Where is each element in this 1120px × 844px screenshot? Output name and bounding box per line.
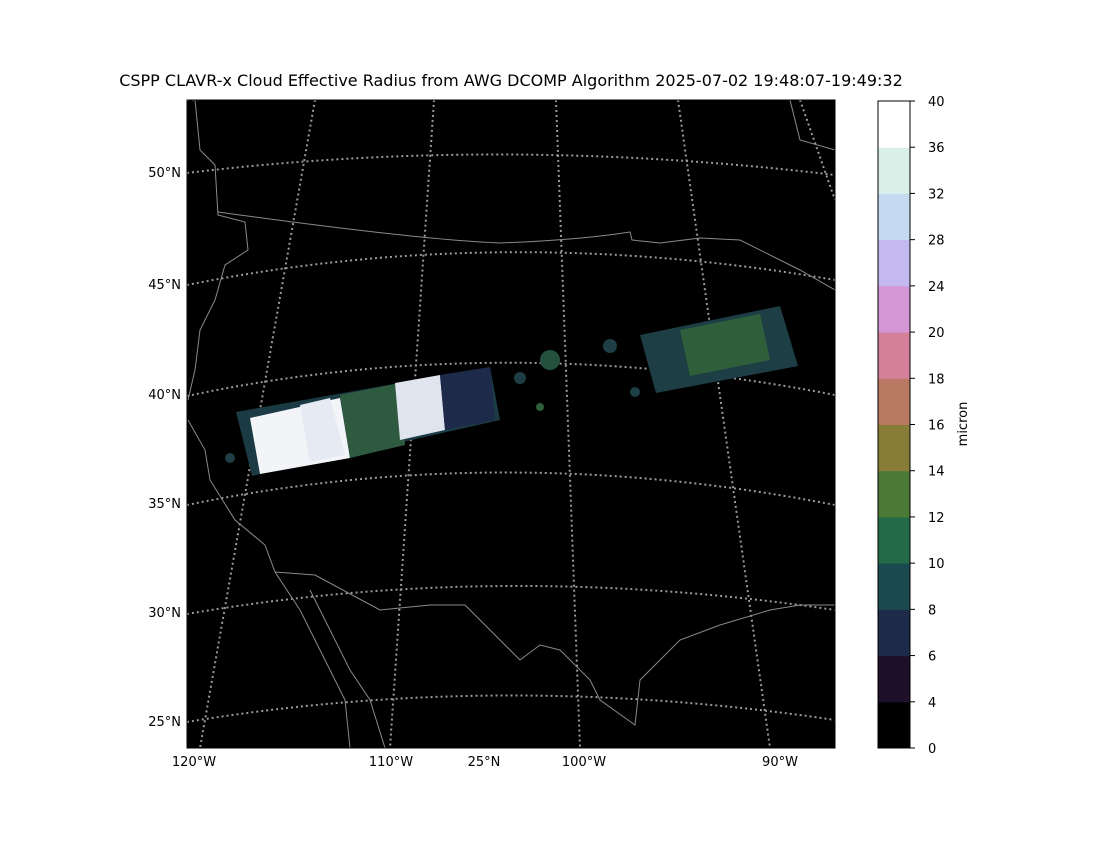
colorbar-tick-label: 8	[928, 603, 936, 618]
colorbar-segment	[878, 609, 910, 657]
colorbar-tick-label: 36	[928, 141, 945, 156]
colorbar-segment	[878, 655, 910, 703]
colorbar-segment	[878, 424, 910, 472]
lat-label: 40°N	[148, 388, 181, 403]
lat-label: 25°N	[148, 715, 181, 730]
lon-label: 120°W	[172, 755, 216, 770]
colorbar-segment	[878, 563, 910, 610]
colorbar-tick-label: 10	[928, 557, 945, 572]
title: CSPP CLAVR-x Cloud Effective Radius from…	[119, 71, 903, 90]
lon-label: 90°W	[762, 755, 798, 770]
lat-label: 30°N	[148, 606, 181, 621]
colorbar-tick-label: 12	[928, 511, 945, 526]
colorbar-tick-label: 40	[928, 95, 945, 110]
colorbar-tick-label: 20	[928, 326, 945, 341]
lat-label: 50°N	[148, 166, 181, 181]
colorbar-segment	[878, 193, 910, 241]
colorbar-segment	[878, 147, 910, 194]
lat-label: 45°N	[148, 278, 181, 293]
map-layers	[187, 100, 835, 748]
colorbar-tick-label: 6	[928, 650, 936, 665]
lat-label: 35°N	[148, 497, 181, 512]
map-frame	[186, 99, 836, 749]
colorbar-tick-label: 18	[928, 372, 945, 387]
colorbar-tick-label: 0	[928, 742, 936, 757]
colorbar-segment	[878, 239, 910, 287]
colorbar-tick-label: 16	[928, 419, 945, 434]
colorbar-tick-label: 24	[928, 280, 945, 295]
colorbar-segment	[878, 332, 910, 379]
colorbar-tick-label: 4	[928, 696, 936, 711]
colorbar-segment	[878, 285, 910, 333]
colorbar-segment	[878, 701, 910, 749]
colorbar-tick-label: 32	[928, 187, 945, 202]
lon-label: 110°W	[369, 755, 413, 770]
colorbar-segment	[878, 516, 910, 564]
colorbar-label: micron	[956, 402, 971, 447]
graticule	[187, 100, 835, 748]
colorbar-segment	[878, 101, 910, 148]
colorbar-segment	[878, 378, 910, 425]
colorbar-tick-label: 28	[928, 234, 945, 249]
coastlines	[187, 100, 835, 748]
lon-label: 25°N	[468, 755, 501, 770]
colorbar-tick-label: 14	[928, 465, 945, 480]
lon-label: 100°W	[562, 755, 606, 770]
cloud-swath	[225, 306, 798, 476]
colorbar-segment	[878, 470, 910, 518]
